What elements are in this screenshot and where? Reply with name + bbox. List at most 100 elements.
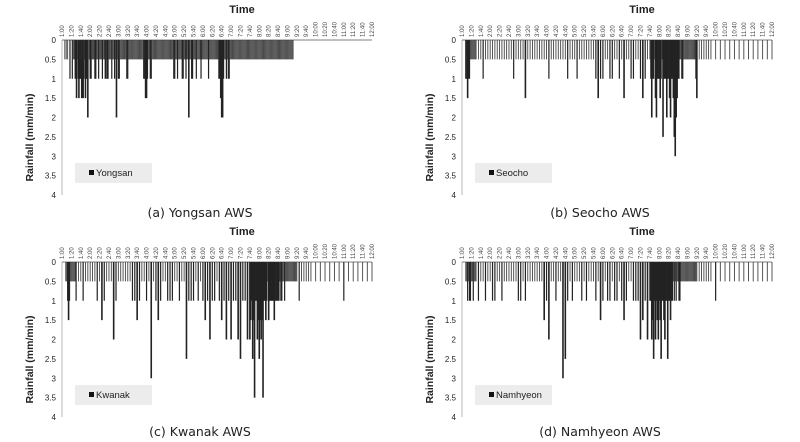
rainfall-bar [630, 40, 632, 79]
rainfall-bar [162, 40, 163, 60]
rainfall-bar [653, 262, 656, 301]
x-tick-label: 3:20 [526, 25, 532, 37]
rainfall-bar [167, 40, 169, 60]
rainfall-bar [254, 262, 257, 301]
x-tick-label: 11:40 [361, 244, 367, 259]
rainfall-bar [209, 40, 210, 60]
rainfall-bar [109, 40, 111, 60]
rainfall-bar [95, 40, 97, 79]
x-tick-label: 5:40 [592, 247, 598, 259]
rainfall-bar [132, 40, 134, 60]
rainfall-bar [217, 40, 219, 60]
rainfall-bar [632, 40, 635, 79]
y-axis-label: Rainfall (mm/min) [24, 315, 36, 403]
rainfall-bar [77, 262, 79, 282]
rainfall-bar [548, 262, 550, 340]
x-tick-label: 9:00 [685, 247, 691, 259]
rainfall-bar [252, 262, 255, 321]
rainfall-bar [227, 40, 229, 79]
x-tick-label: 8:00 [257, 25, 263, 37]
rainfall-bar [252, 40, 254, 60]
rainfall-bar [266, 262, 268, 301]
rainfall-bar [581, 40, 583, 60]
rainfall-bar [181, 262, 183, 282]
rainfall-bar [80, 40, 83, 99]
rainfall-bar [698, 40, 700, 60]
rainfall-bar [546, 40, 547, 60]
rainfall-bar [178, 40, 179, 60]
rainfall-bar [688, 40, 690, 60]
rainfall-bar [656, 40, 658, 79]
rainfall-bar [263, 262, 265, 301]
rainfall-bar [121, 40, 123, 60]
rainfall-bar [688, 262, 690, 282]
rainfall-bar [609, 40, 611, 79]
x-tick-label: 12:00 [770, 21, 776, 37]
x-tick-label: 6:00 [601, 25, 607, 37]
rainfall-bar [621, 262, 623, 301]
rainfall-bar [513, 40, 515, 79]
rainfall-bar [106, 262, 108, 282]
rainfall-bar [169, 40, 171, 60]
legend: Kwanak [75, 385, 152, 405]
x-tick-label: 11:00 [342, 244, 348, 259]
rainfall-bar [696, 40, 698, 99]
rainfall-bar [578, 262, 580, 282]
rainfall-bar [129, 40, 131, 60]
rainfall-bar [766, 262, 768, 282]
rainfall-bar [215, 40, 217, 60]
rainfall-bar [487, 40, 489, 60]
rainfall-bar [261, 262, 263, 321]
rainfall-bar [654, 40, 657, 99]
rainfall-bar [176, 262, 178, 282]
rainfall-bar [489, 40, 491, 60]
rainfall-bar [675, 40, 677, 118]
rainfall-bar [132, 40, 133, 60]
rainfall-bar [642, 262, 644, 321]
x-tick-label: 7:20 [238, 25, 244, 37]
rainfall-bar [694, 262, 696, 282]
rainfall-bar [576, 262, 578, 282]
rainfall-bar [286, 262, 287, 282]
rainfall-bar [170, 40, 172, 60]
rainfall-bar [696, 262, 698, 282]
rainfall-bar [105, 40, 107, 79]
chart-title: Time [629, 4, 654, 16]
rainfall-bar [757, 262, 759, 282]
rainfall-bar [649, 262, 651, 301]
rainfall-bar [666, 262, 668, 301]
rainfall-bar [501, 262, 503, 301]
rainfall-bar [296, 262, 298, 282]
rainfall-bar [233, 40, 235, 60]
rainfall-bar [268, 40, 270, 60]
y-tick-label: 1.5 [445, 94, 457, 103]
x-tick-label: 5:00 [173, 247, 179, 259]
rainfall-bar [480, 40, 482, 60]
rainfall-bar [689, 262, 691, 282]
rainfall-bar [672, 40, 675, 99]
chart-title: Time [229, 226, 254, 238]
rainfall-bar [679, 40, 681, 60]
rainfall-bar [762, 40, 764, 60]
rainfall-bar [685, 262, 687, 282]
rainfall-bar [260, 40, 262, 60]
rainfall-bar [642, 40, 644, 99]
rainfall-bar [659, 40, 662, 99]
rainfall-bar [614, 40, 616, 60]
y-axis-label: Rainfall (mm/min) [424, 315, 436, 403]
rainfall-bar [586, 40, 587, 60]
rainfall-bar [508, 262, 510, 282]
rainfall-bar [681, 40, 683, 79]
y-tick-label: 3 [452, 374, 457, 383]
rainfall-bar [609, 262, 611, 301]
rainfall-bar [202, 40, 204, 60]
rainfall-bar [174, 40, 176, 79]
y-tick-label: 3.5 [445, 172, 457, 181]
rainfall-bar [492, 40, 493, 60]
rainfall-bar [115, 262, 117, 301]
rainfall-bar [690, 40, 692, 60]
rainfall-bar [295, 262, 297, 282]
x-tick-label: 7:40 [248, 247, 254, 259]
rainfall-bar [178, 40, 180, 60]
rainfall-bar [239, 262, 242, 359]
